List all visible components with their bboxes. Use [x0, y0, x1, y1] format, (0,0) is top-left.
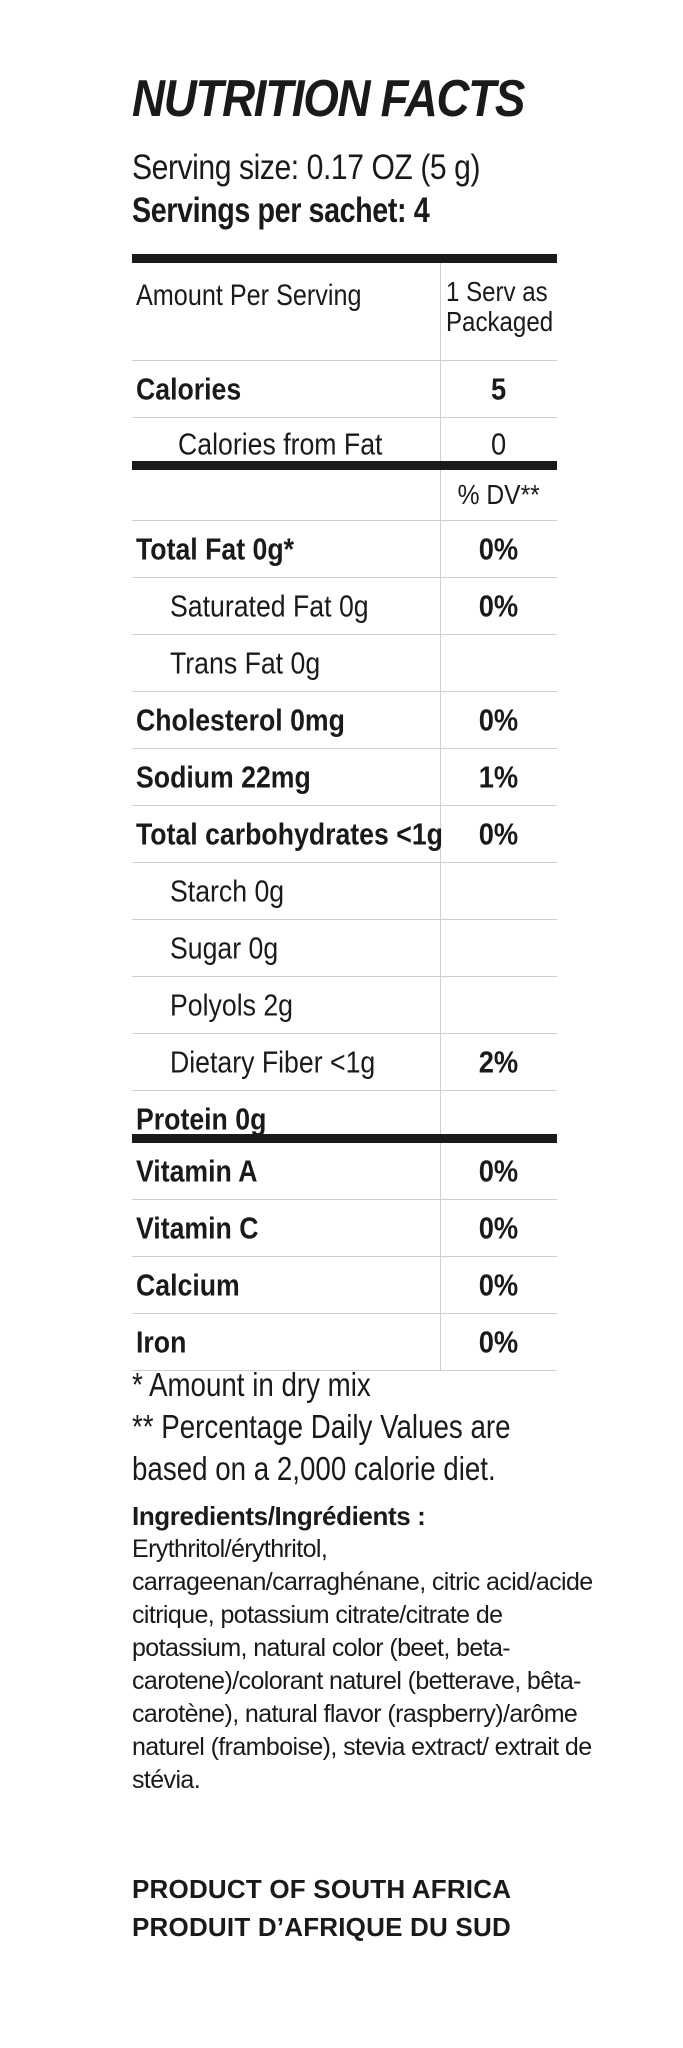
ingredients-title: Ingredients/Ingrédients :	[132, 1501, 426, 1531]
ingredients-text: Erythritol/érythritol, carrageenan/carra…	[132, 1535, 593, 1794]
nutrient-dv: 2%	[478, 1044, 519, 1080]
vitamin-dv: 0%	[478, 1324, 519, 1360]
vitamin-rows: Vitamin A 0% Vitamin C 0% Calcium 0% Iron 0%	[132, 1143, 557, 1371]
vitamin-row: Vitamin A 0%	[132, 1143, 557, 1200]
vitamin-row: Vitamin C 0%	[132, 1200, 557, 1257]
vitamin-dv: 0%	[478, 1267, 519, 1303]
nutrient-row: Total carbohydrates <1g 0%	[132, 806, 557, 863]
ingredients: Ingredients/Ingrédients : Erythritol/éry…	[132, 1500, 602, 1797]
product-origin-en: PRODUCT OF SOUTH AFRICA	[132, 1874, 512, 1904]
nutrient-row: Trans Fat 0g	[132, 635, 557, 692]
nutrient-label: Starch 0g	[170, 873, 285, 909]
nutrient-dv: 0%	[478, 588, 519, 624]
vitamin-label: Vitamin A	[136, 1153, 258, 1189]
nutrient-label: Dietary Fiber <1g	[170, 1044, 376, 1080]
dv-header-row: % DV**	[132, 470, 557, 521]
serving-size: Serving size: 0.17 OZ (5 g)	[132, 148, 481, 187]
calories-from-fat-value: 0	[490, 426, 507, 462]
nutrient-row: Sodium 22mg 1%	[132, 749, 557, 806]
nutrient-row: Saturated Fat 0g 0%	[132, 578, 557, 635]
footnote-dv-line1: ** Percentage Daily Values are	[132, 1408, 511, 1445]
vitamin-label: Vitamin C	[136, 1210, 259, 1246]
nutrient-dv: 0%	[478, 816, 519, 852]
vitamin-row: Calcium 0%	[132, 1257, 557, 1314]
dv-header: % DV**	[457, 479, 540, 510]
nutrient-row: Starch 0g	[132, 863, 557, 920]
nutrient-label: Protein 0g	[136, 1101, 267, 1137]
serving-column-line1: 1 Serv as	[446, 276, 548, 307]
vitamin-row: Iron 0%	[132, 1314, 557, 1371]
nutrient-dv: 0%	[478, 702, 519, 738]
nutrient-row: Protein 0g	[132, 1091, 557, 1147]
nutrient-row: Cholesterol 0mg 0%	[132, 692, 557, 749]
nutrient-label: Total Fat 0g*	[136, 531, 294, 567]
amount-per-serving: Amount Per Serving	[136, 279, 362, 312]
vitamin-label: Iron	[136, 1324, 187, 1360]
nutrient-row: Sugar 0g	[132, 920, 557, 977]
nutrient-label: Cholesterol 0mg	[136, 702, 345, 738]
product-origin-fr: PRODUIT D’AFRIQUE DU SUD	[132, 1912, 511, 1942]
calories-table: Amount Per Serving 1 Serv as Packaged Ca…	[132, 263, 557, 470]
nutrient-label: Sodium 22mg	[136, 759, 311, 795]
serving-column-header: 1 Serv as Packaged	[446, 277, 553, 337]
nutrient-dv: 1%	[478, 759, 519, 795]
vitamin-dv: 0%	[478, 1153, 519, 1189]
thick-divider	[132, 1134, 557, 1143]
table-header: Amount Per Serving 1 Serv as Packaged	[132, 263, 557, 361]
vitamin-label: Calcium	[136, 1267, 240, 1303]
label-title: NUTRITION FACTS	[132, 70, 525, 128]
nutrient-rows: Total Fat 0g* 0% Saturated Fat 0g 0% Trans F…	[132, 521, 557, 1147]
nutrient-dv: 0%	[478, 531, 519, 567]
footnote-dry-mix: * Amount in dry mix	[132, 1366, 371, 1403]
calories-row: Calories 5	[132, 361, 557, 418]
vitamins-table: Vitamin A 0% Vitamin C 0% Calcium 0% Iron 0%	[132, 1143, 557, 1371]
calories-from-fat-label: Calories from Fat	[178, 426, 383, 462]
calories-value: 5	[490, 371, 507, 407]
calories-label: Calories	[136, 371, 242, 407]
thick-divider	[132, 461, 557, 470]
nutrient-label: Polyols 2g	[170, 987, 294, 1023]
vitamin-dv: 0%	[478, 1210, 519, 1246]
nutrient-label: Trans Fat 0g	[170, 645, 321, 681]
nutrient-row: Dietary Fiber <1g 2%	[132, 1034, 557, 1091]
nutrient-row: Total Fat 0g* 0%	[132, 521, 557, 578]
nutrient-label: Sugar 0g	[170, 930, 279, 966]
servings-per-sachet: Servings per sachet: 4	[132, 191, 430, 230]
nutrient-label: Total carbohydrates <1g	[136, 816, 443, 852]
nutrients-table: % DV** Total Fat 0g* 0% Saturated Fat 0g 0%…	[132, 470, 557, 1147]
serving-column-line2: Packaged	[446, 306, 554, 337]
thick-divider	[132, 254, 557, 263]
calories-from-fat-row: Calories from Fat 0	[132, 418, 557, 470]
nutrient-row: Polyols 2g	[132, 977, 557, 1034]
nutrient-label: Saturated Fat 0g	[170, 588, 369, 624]
footnote-dv-line2: based on a 2,000 calorie diet.	[132, 1450, 496, 1487]
